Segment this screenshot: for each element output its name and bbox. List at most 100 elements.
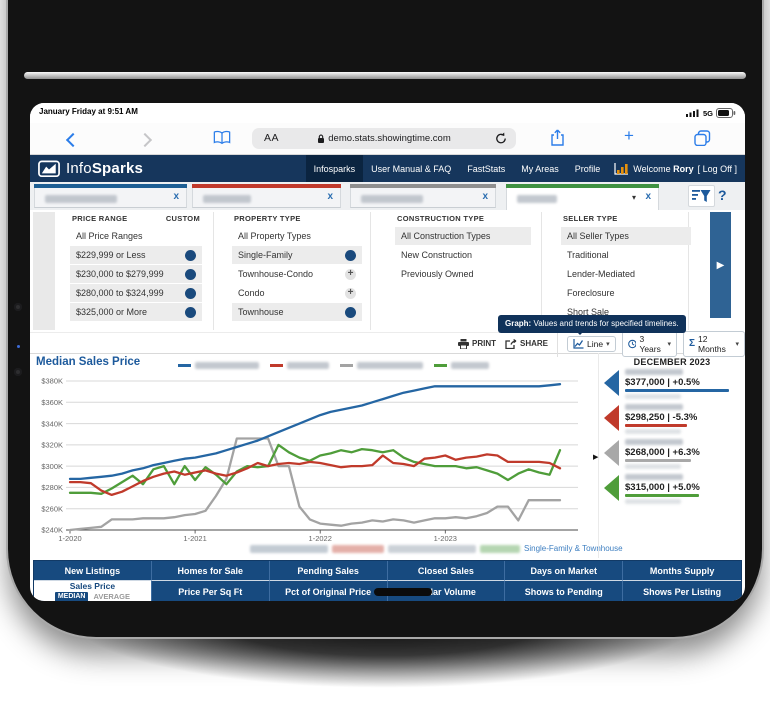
share-icon[interactable] bbox=[550, 129, 565, 147]
app-logo[interactable]: InfoSparks bbox=[38, 155, 143, 182]
toggle-on-icon[interactable] bbox=[185, 268, 196, 280]
filter-item-lender-mediated[interactable]: Lender-Mediated bbox=[561, 265, 691, 283]
reader-button[interactable]: AA bbox=[264, 132, 280, 144]
chart-type-dropdown[interactable]: Line ▾ bbox=[567, 335, 616, 352]
forward-button[interactable] bbox=[137, 132, 153, 148]
stat-card-2[interactable]: $298,250 | -5.3% bbox=[599, 404, 745, 435]
nav-item-profile[interactable]: Profile bbox=[574, 163, 601, 174]
metric-button-shows-per-listing[interactable]: Shows Per Listing bbox=[623, 581, 741, 601]
nav-item-user-manual-faq[interactable]: User Manual & FAQ bbox=[371, 163, 452, 174]
filter-item-325-000-or-more[interactable]: $325,000 or More bbox=[70, 303, 202, 321]
address-bar[interactable]: AA demo.stats.showingtime.com bbox=[252, 128, 516, 149]
logoff-link[interactable]: [ Log Off ] bbox=[697, 163, 737, 174]
nav-item-faststats[interactable]: FastStats bbox=[467, 163, 506, 174]
share-chart-button[interactable]: SHARE bbox=[505, 338, 548, 349]
metric-button-sales-price[interactable]: Sales Price MEDIAN AVERAGE bbox=[34, 581, 152, 601]
tablet-screen: January Friday at 9:51 AM 5G bbox=[30, 103, 745, 601]
metric-button-closed-sales[interactable]: Closed Sales bbox=[387, 561, 506, 581]
legend-dash bbox=[270, 364, 283, 367]
redacted-text bbox=[250, 544, 328, 553]
filter-area: PRICE RANGE CUSTOM All Price Ranges $229,99… bbox=[30, 210, 745, 335]
toggle-on-icon[interactable] bbox=[345, 306, 356, 318]
stat-value: $298,250 | -5.3% bbox=[625, 412, 698, 423]
stat-arrow-icon bbox=[604, 370, 619, 396]
expand-panel-button[interactable]: ▶ bbox=[710, 212, 731, 318]
legend-dash bbox=[178, 364, 191, 367]
average-toggle[interactable]: AVERAGE bbox=[93, 591, 130, 601]
add-icon[interactable]: + bbox=[345, 268, 356, 280]
tab-close-icon[interactable]: x bbox=[173, 191, 179, 202]
toggle-on-icon[interactable] bbox=[185, 306, 196, 318]
svg-text:$280K: $280K bbox=[41, 483, 63, 492]
panel-collapse-handle[interactable]: ▶ bbox=[593, 454, 599, 461]
tab-color-bar bbox=[506, 184, 659, 188]
add-icon[interactable]: + bbox=[345, 287, 356, 299]
metric-button-new-listings[interactable]: New Listings bbox=[34, 561, 152, 581]
nav-item-infosparks[interactable]: Infosparks bbox=[305, 155, 364, 182]
toggle-on-icon[interactable] bbox=[185, 249, 196, 261]
area-tab-4[interactable]: ▾ x bbox=[506, 184, 659, 210]
metric-button-dollar-volume[interactable]: Dollar Volume bbox=[387, 581, 506, 601]
area-tab-1[interactable]: x bbox=[34, 184, 187, 208]
filter-item-townhouse-condo[interactable]: Townhouse-Condo + bbox=[232, 265, 362, 283]
filter-item-all-price-ranges[interactable]: All Price Ranges bbox=[70, 227, 202, 245]
welcome-area: Welcome Rory [ Log Off ] bbox=[608, 155, 743, 182]
metric-button-months-supply[interactable]: Months Supply bbox=[623, 561, 741, 581]
filter-item-all-seller-types[interactable]: All Seller Types bbox=[561, 227, 691, 245]
help-button[interactable]: ? bbox=[718, 187, 727, 203]
nav-item-my-areas[interactable]: My Areas bbox=[521, 163, 559, 174]
stat-card-3[interactable]: $268,000 | +6.3% bbox=[599, 439, 745, 470]
filter-header-custom-link[interactable]: CUSTOM bbox=[165, 214, 200, 223]
metric-button-pct-of-original-price[interactable]: Pct of Original Price bbox=[269, 581, 388, 601]
infosparks-logo-icon bbox=[38, 159, 60, 177]
area-tab-2[interactable]: x bbox=[192, 184, 341, 208]
filter-item-traditional[interactable]: Traditional bbox=[561, 246, 691, 264]
chart-title: Median Sales Price bbox=[36, 356, 141, 368]
filter-item-short-sale[interactable]: Short Sale bbox=[561, 303, 691, 321]
metric-button-days-on-market[interactable]: Days on Market bbox=[505, 561, 624, 581]
caption-link[interactable]: Single-Family & Townhouse bbox=[524, 544, 623, 553]
tab-close-icon[interactable]: x bbox=[645, 191, 651, 202]
filter-item-single-family[interactable]: Single-Family bbox=[232, 246, 362, 264]
filter-item-all-property-types[interactable]: All Property Types bbox=[232, 227, 362, 245]
stat-card-4[interactable]: $315,000 | +5.0% bbox=[599, 474, 745, 505]
svg-text:$360K: $360K bbox=[41, 398, 63, 407]
filter-item-previously-owned[interactable]: Previously Owned bbox=[395, 265, 531, 283]
toggle-on-icon[interactable] bbox=[345, 249, 356, 261]
tab-close-icon[interactable]: x bbox=[482, 191, 488, 202]
tab-close-icon[interactable]: x bbox=[327, 191, 333, 202]
filter-header: PROPERTY TYPE bbox=[232, 214, 362, 227]
filter-item-229-999-or-less[interactable]: $229,999 or Less bbox=[70, 246, 202, 264]
stat-value: $315,000 | +5.0% bbox=[625, 482, 700, 493]
bookmarks-icon[interactable] bbox=[213, 130, 231, 145]
filter-item-townhouse[interactable]: Townhouse bbox=[232, 303, 362, 321]
tabs-icon[interactable] bbox=[694, 130, 711, 146]
stat-card-1[interactable]: $377,000 | +0.5% bbox=[599, 369, 745, 400]
filter-item-label: Short Sale bbox=[567, 307, 610, 317]
tab-dropdown-caret[interactable]: ▾ bbox=[631, 193, 636, 202]
print-button[interactable]: PRINT bbox=[458, 338, 496, 349]
interval-dropdown[interactable]: Σ 12 Months ▾ bbox=[682, 330, 745, 357]
metric-button-shows-to-pending[interactable]: Shows to Pending bbox=[505, 581, 624, 601]
filter-item-230-000-to-279-999[interactable]: $230,000 to $279,999 bbox=[70, 265, 202, 283]
metric-button-pending-sales[interactable]: Pending Sales bbox=[269, 561, 388, 581]
filter-item-foreclosure[interactable]: Foreclosure bbox=[561, 284, 691, 302]
filter-item-new-construction[interactable]: New Construction bbox=[395, 246, 531, 264]
area-tab-3[interactable]: x bbox=[350, 184, 496, 208]
median-toggle[interactable]: MEDIAN bbox=[54, 591, 89, 601]
lock-icon bbox=[318, 134, 325, 143]
filter-item-280-000-to-324-999[interactable]: $280,000 to $324,999 bbox=[70, 284, 202, 302]
back-button[interactable] bbox=[65, 132, 81, 148]
median-sales-price-chart[interactable]: $380K $360K $340K $320K $300K $280K $260K $240K… bbox=[30, 369, 590, 547]
new-tab-icon[interactable]: + bbox=[624, 126, 634, 145]
divider bbox=[370, 212, 371, 330]
refresh-icon[interactable] bbox=[495, 132, 507, 145]
stats-month-label: DECEMBER 2023 bbox=[633, 357, 711, 367]
filter-funnel-button[interactable] bbox=[688, 185, 715, 207]
stat-underline bbox=[625, 424, 687, 427]
metric-button-homes-for-sale[interactable]: Homes for Sale bbox=[151, 561, 270, 581]
filter-item-condo[interactable]: Condo + bbox=[232, 284, 362, 302]
toggle-on-icon[interactable] bbox=[185, 287, 196, 299]
filter-item-all-construction-types[interactable]: All Construction Types bbox=[395, 227, 531, 245]
metric-button-price-per-sq-ft[interactable]: Price Per Sq Ft bbox=[151, 581, 270, 601]
